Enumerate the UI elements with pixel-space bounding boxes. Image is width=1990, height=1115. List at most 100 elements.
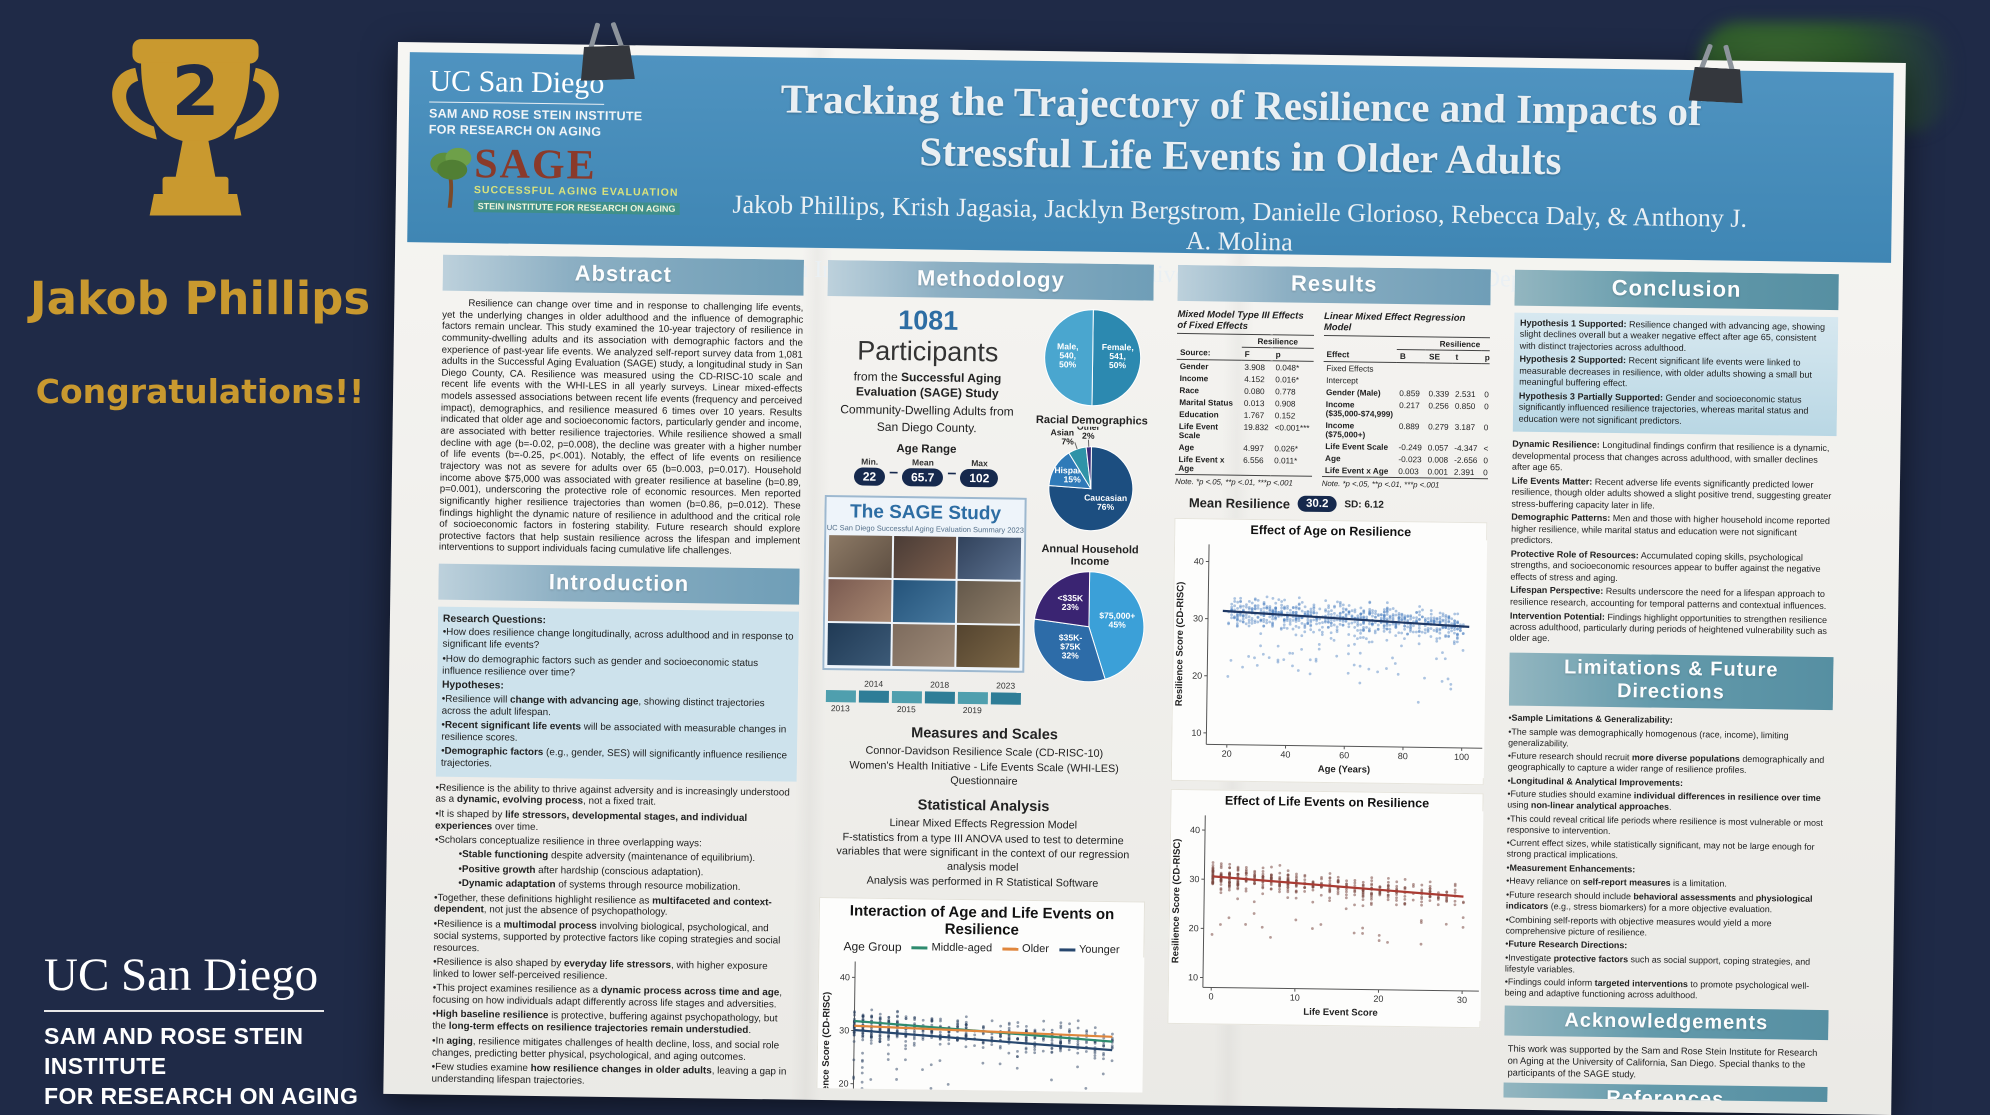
- table-cell: 0.026*: [1271, 442, 1312, 455]
- measures-list: Connor-Davidson Resilience Scale (CD-RIS…: [821, 743, 1148, 791]
- table-cell: 0.008**: [1480, 454, 1490, 467]
- list-item: •Future studies should examine individua…: [1507, 789, 1831, 816]
- table-cell: Age: [1176, 441, 1241, 454]
- table-cell: Age: [1322, 452, 1396, 465]
- table-cell: Fixed Effects: [1323, 361, 1397, 375]
- table-cell: Education: [1176, 408, 1241, 421]
- trophy-icon: 2: [88, 22, 303, 267]
- list-item: Women's Health Initiative - Life Events …: [821, 758, 1148, 791]
- list-item: •Future research should include behavior…: [1506, 890, 1830, 917]
- svg-text:Other2%: Other2%: [1077, 426, 1101, 441]
- abstract-text: Resilience can change over time and in r…: [439, 298, 804, 559]
- award-panel: 2 Jakob Phillips Congratulations!! UC Sa…: [0, 0, 400, 1114]
- list-item: •Resilience is also shaped by everyday l…: [433, 956, 794, 985]
- table-cell: 0.016*: [1272, 373, 1313, 386]
- list-item: Hypothesis 1 Supported: Resilience chang…: [1520, 318, 1833, 356]
- research-poster: UC San Diego SAM AND ROSE STEIN INSTITUT…: [383, 42, 1906, 1115]
- limitations-header: Limitations & Future Directions: [1509, 653, 1834, 711]
- table-cell: Life Event x Age: [1322, 464, 1396, 478]
- limitations-list: •Sample Limitations & Generalizability:•…: [1505, 713, 1833, 1004]
- list-item: •Findings could inform targeted interven…: [1505, 977, 1829, 1004]
- table-cell: 0.013: [1241, 397, 1272, 409]
- table-cell: Gender: [1177, 359, 1242, 372]
- table-cell: Life Event Scale: [1176, 420, 1241, 442]
- svg-text:10: 10: [1192, 728, 1202, 738]
- results-column: Results Mixed Model Type III Effects of …: [1167, 265, 1491, 1097]
- hypotheses-list: •Resilience will change with advancing a…: [441, 693, 793, 774]
- table-note: Note. *p <.05, **p <.01, ***p <.001: [1322, 479, 1488, 490]
- congratulations-text: Congratulations!!: [0, 372, 400, 411]
- svg-text:10: 10: [1290, 993, 1300, 1003]
- mixed-model-table: Mixed Model Type III Effects of Fixed Ef…: [1175, 309, 1314, 488]
- svg-text:100: 100: [1454, 752, 1469, 762]
- table-cell: 0.080: [1241, 385, 1272, 397]
- table-cell: 3.187: [1451, 421, 1481, 442]
- svg-text:20: 20: [1374, 994, 1384, 1004]
- ucsd-wordmark: UC San Diego: [44, 948, 324, 1012]
- table-cell: 0.152: [1272, 409, 1313, 422]
- award-rank: 2: [172, 52, 220, 132]
- abstract-introduction-column: Abstract Resilience can change over time…: [431, 255, 804, 1088]
- list-item: •Resilience will change with advancing a…: [442, 693, 793, 722]
- list-item: •Recent significant life events will be …: [441, 720, 792, 749]
- acknowledgements-header: Acknowledgements: [1504, 1005, 1829, 1040]
- table-cell: -2.656: [1451, 454, 1480, 466]
- table-cell: 3.908: [1241, 360, 1272, 373]
- list-item: Dynamic Resilience: Longitudinal finding…: [1512, 439, 1837, 478]
- list-item: Protective Role of Resources: Accumulate…: [1510, 548, 1835, 587]
- table-cell: -0.023: [1395, 453, 1424, 465]
- conclusion-column: Conclusion Hypothesis 1 Supported: Resil…: [1503, 270, 1839, 1102]
- list-item: Life Events Matter: Recent adverse life …: [1511, 476, 1836, 515]
- list-item: Lifespan Perspective: Results underscore…: [1510, 585, 1834, 612]
- table-cell: 0.859: [1396, 387, 1425, 399]
- svg-text:Age (Years): Age (Years): [1318, 764, 1370, 776]
- table-cell: 0.395: [1481, 400, 1491, 422]
- list-item: •How do demographic factors such as gend…: [442, 653, 793, 682]
- interaction-chart-card: Interaction of Age and Life Events on Re…: [817, 897, 1146, 1092]
- table-cell: 0.008: [1425, 453, 1452, 465]
- table-note: Note. *p <.05, **p <.01, ***p <.001: [1175, 477, 1312, 488]
- list-item: Hypothesis 3 Partially Supported: Gender…: [1519, 391, 1832, 429]
- income-pie-title: Annual Household Income: [1026, 543, 1154, 569]
- introduction-header: Introduction: [438, 564, 800, 605]
- svg-text:30: 30: [839, 1026, 849, 1036]
- svg-text:Asian7%: Asian7%: [1050, 427, 1074, 446]
- table-cell: 6.556: [1240, 454, 1271, 476]
- list-item: from the Successful Aging Evaluation (SA…: [826, 369, 1028, 402]
- institute-name-small: SAM AND ROSE STEIN INSTITUTE FOR RESEARC…: [429, 106, 729, 141]
- list-item: F-statistics from a type III ANOVA used …: [820, 830, 1147, 877]
- table-cell: 0.778: [1272, 385, 1313, 398]
- conclusion-points: Dynamic Resilience: Longitudinal finding…: [1509, 439, 1836, 649]
- ucsd-logo-block: UC San Diego SAM AND ROSE STEIN INSTITUT…: [44, 948, 384, 1112]
- table-cell: 0.011*: [1271, 454, 1312, 476]
- svg-text:Resilience Score (CD-RISC): Resilience Score (CD-RISC): [1174, 582, 1187, 707]
- list-item: •Investigate protective factors such as …: [1505, 952, 1829, 979]
- table-cell: 0.256: [1425, 399, 1452, 420]
- list-item: •Resilience is the ability to thrive aga…: [435, 782, 796, 811]
- age-mean-badge: 65.7: [902, 468, 944, 487]
- table-cell: -0.249: [1396, 441, 1425, 453]
- table-cell: Life Event Scale: [1322, 440, 1396, 453]
- list-item: Demographic Patterns: Men and those with…: [1511, 512, 1836, 551]
- list-item: Community-Dwelling Adults from: [826, 402, 1028, 420]
- list-item: San Diego County.: [826, 419, 1028, 437]
- list-item: •This project examines resilience as a d…: [433, 983, 794, 1012]
- table-cell: -4.347: [1451, 442, 1480, 454]
- legend-dash-younger: [1059, 948, 1075, 951]
- table-cell: Life Event x Age: [1175, 453, 1240, 475]
- abstract-header: Abstract: [443, 255, 805, 296]
- binder-clip-icon: [1684, 44, 1749, 107]
- winner-name: Jakob Phillips: [0, 272, 400, 325]
- svg-text:$35K-$75K32%: $35K-$75K32%: [1059, 632, 1083, 660]
- table-cell: <0.001***: [1480, 442, 1490, 455]
- table-cell: 0.850: [1452, 400, 1482, 421]
